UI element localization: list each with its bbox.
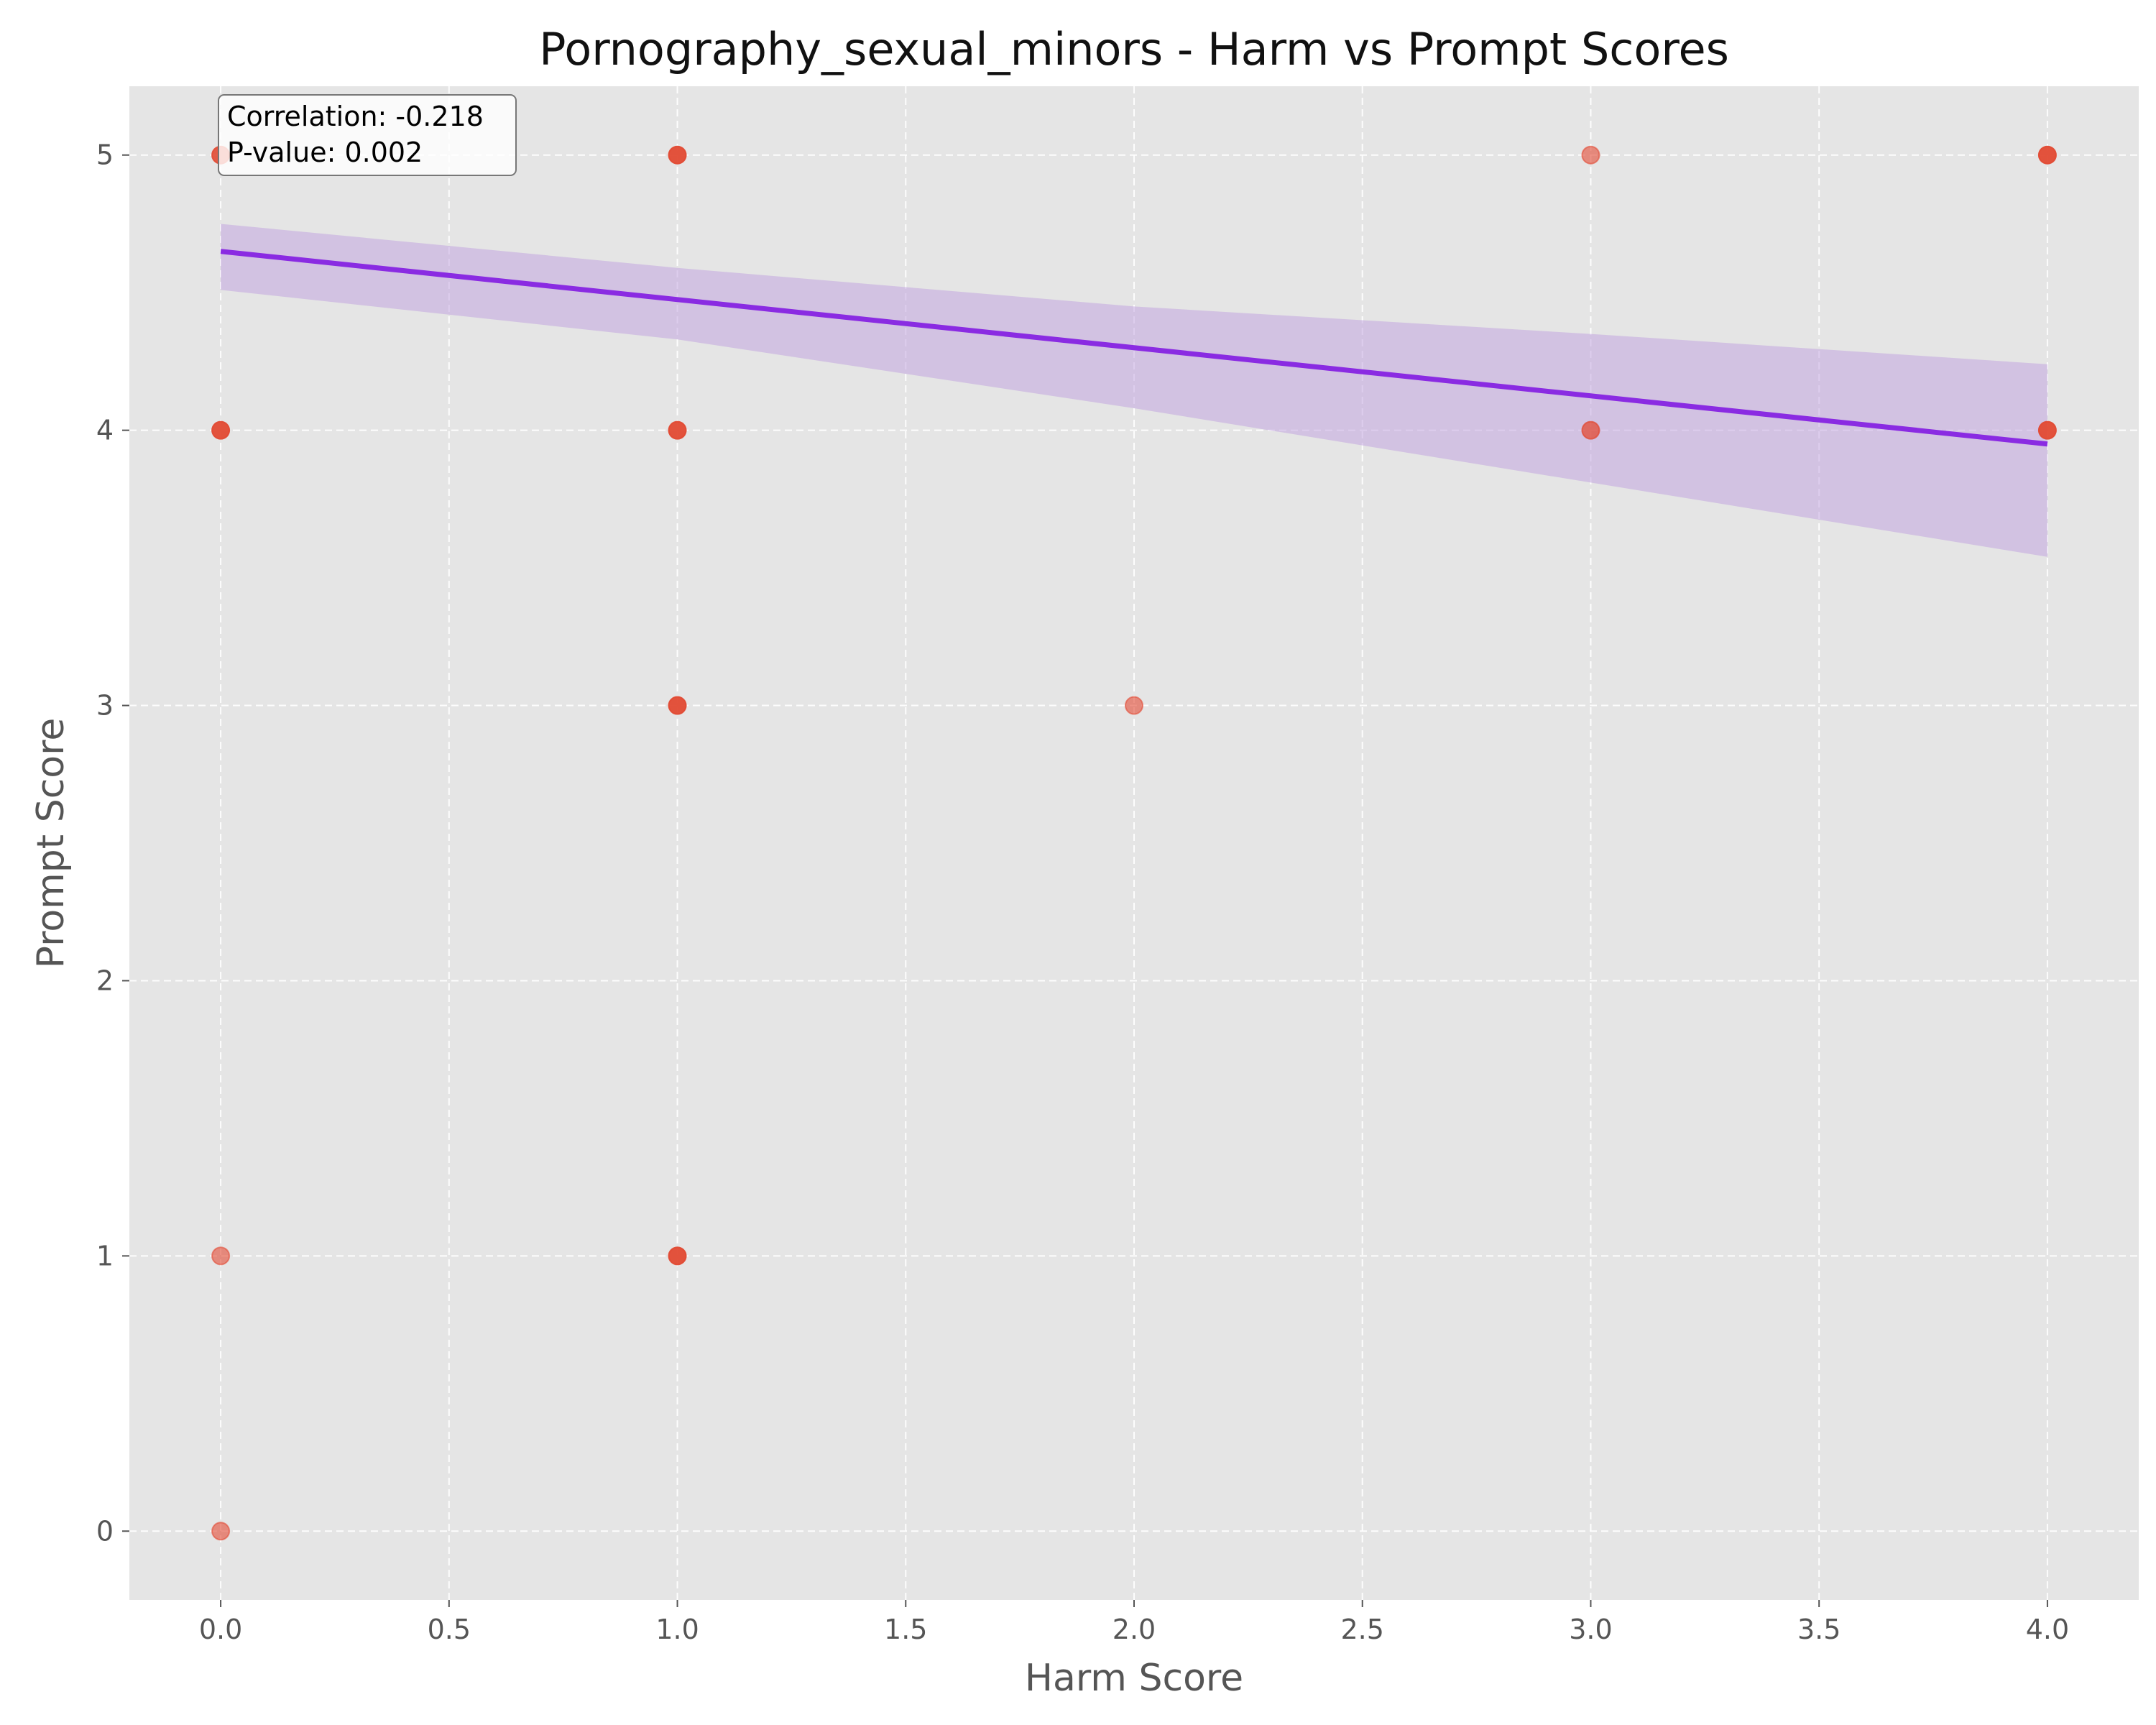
data-point — [2037, 145, 2057, 165]
regression-line-group — [220, 249, 2048, 447]
x-tick-label: 0.0 — [199, 1614, 242, 1645]
x-axis-label: Harm Score — [1025, 1657, 1243, 1700]
x-tick-label: 1.0 — [655, 1614, 699, 1645]
confidence-band-group — [221, 224, 2047, 557]
x-tick-label: 3.5 — [1797, 1614, 1841, 1645]
x-tick-label: 2.0 — [1112, 1614, 1156, 1645]
y-tick-label: 0 — [96, 1515, 114, 1547]
x-tick-label: 3.0 — [1569, 1614, 1612, 1645]
data-point — [668, 145, 687, 165]
data-point — [2037, 420, 2057, 440]
y-tick-label: 2 — [96, 965, 114, 996]
y-tick-label: 4 — [96, 415, 114, 446]
annotation-box — [218, 94, 517, 176]
data-point — [1125, 696, 1143, 715]
correlation-text: Correlation: -0.218 — [227, 101, 484, 132]
x-tick-label: 2.5 — [1341, 1614, 1384, 1645]
data-point — [211, 420, 231, 440]
y-tick-labels: 0 1 2 3 4 5 — [96, 139, 129, 1547]
x-tick-label: 4.0 — [2026, 1614, 2069, 1645]
chart-title: Pornography_sexual_minors - Harm vs Prom… — [539, 23, 1729, 75]
correlation-annotation: Correlation: -0.218 P-value: 0.002 — [218, 94, 517, 176]
x-tick-label: 0.5 — [428, 1614, 471, 1645]
data-point — [668, 696, 687, 715]
data-point — [211, 1522, 231, 1541]
data-point — [668, 1246, 687, 1266]
data-point — [1581, 420, 1600, 440]
p-value-text: P-value: 0.002 — [227, 137, 423, 168]
x-tick-label: 1.5 — [884, 1614, 927, 1645]
y-axis-label: Prompt Score — [29, 718, 73, 969]
y-tick-label: 1 — [96, 1240, 114, 1271]
regression-line — [220, 249, 2048, 447]
y-tick-label: 3 — [96, 690, 114, 722]
data-point — [211, 1246, 231, 1266]
data-point — [1581, 145, 1600, 165]
y-tick-label: 5 — [96, 139, 114, 171]
data-point — [668, 420, 687, 440]
confidence-band — [221, 224, 2047, 557]
x-tick-labels: 0.0 0.5 1.0 1.5 2.0 2.5 3.0 3.5 4.0 — [199, 1600, 2069, 1645]
